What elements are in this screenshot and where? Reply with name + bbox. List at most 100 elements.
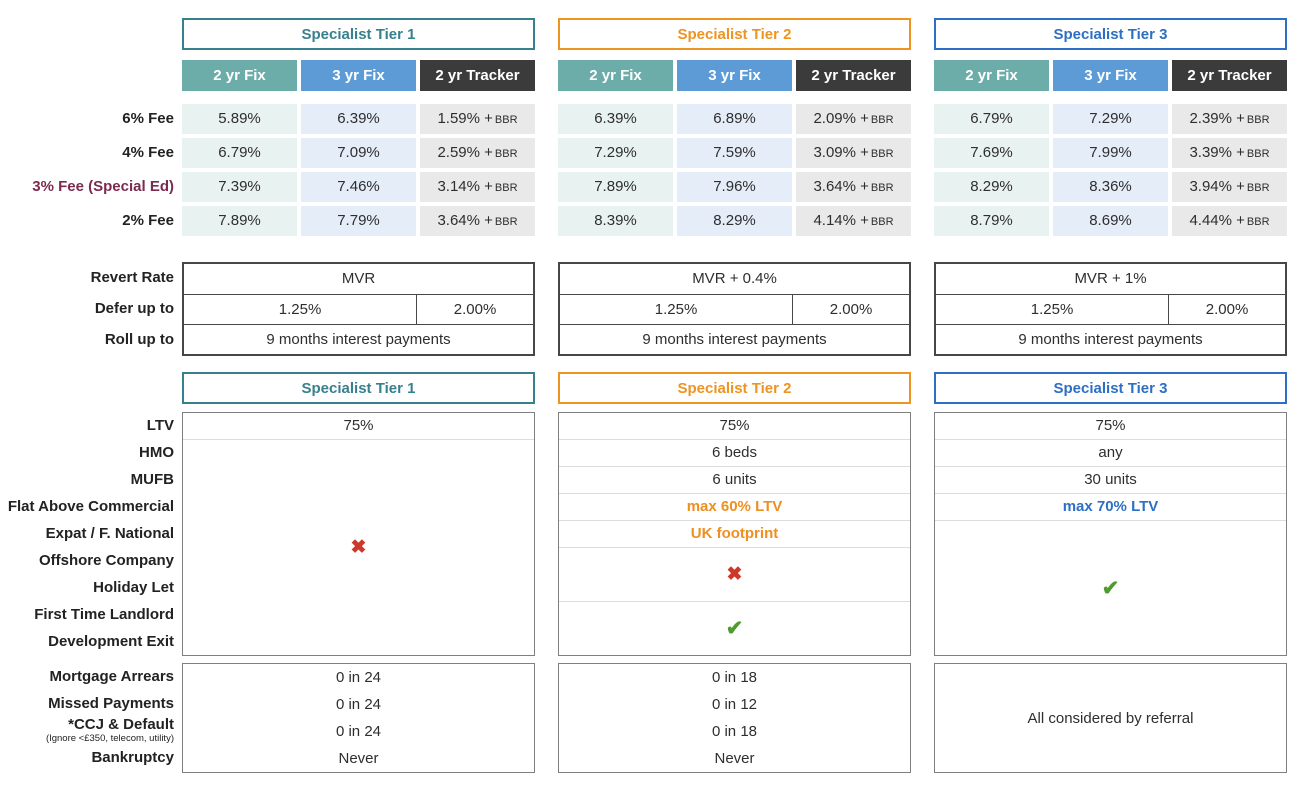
roll-up-value: 9 months interest payments bbox=[560, 324, 909, 354]
row-label-roll-up-to: Roll up to bbox=[104, 331, 174, 348]
criteria-value-hmo: any bbox=[935, 440, 1286, 467]
row-label-defer-up-to: Defer up to bbox=[94, 300, 174, 317]
tier2-criteria: Specialist Tier 2 75% 6 beds 6 units max… bbox=[558, 372, 911, 656]
revert-rate-value: MVR + 1% bbox=[1074, 270, 1147, 287]
adverse-value-arrears: 0 in 18 bbox=[711, 669, 758, 686]
row-label-offshore-company: Offshore Company bbox=[38, 552, 174, 569]
rate-cell: 8.39% bbox=[558, 206, 673, 236]
tracker-rate: 3.64% + bbox=[813, 178, 869, 195]
revert-row-labels: Revert Rate Defer up to Roll up to bbox=[0, 262, 174, 355]
bbr-unit: BBR bbox=[1246, 216, 1270, 228]
rate-tracker-cell: 4.44% + BBR bbox=[1172, 206, 1287, 236]
criteria-row-labels: LTV HMO MUFB Flat Above Commercial Expat… bbox=[0, 372, 174, 655]
row-label-bankruptcy: Bankruptcy bbox=[91, 749, 174, 766]
revert-rate-value: MVR bbox=[341, 270, 376, 287]
tier3-criteria: Specialist Tier 3 75% any 30 units max 7… bbox=[934, 372, 1287, 656]
rate-cell: 6.79% bbox=[182, 138, 297, 168]
row-label-mufb: MUFB bbox=[130, 471, 174, 488]
rate-cell: 7.29% bbox=[558, 138, 673, 168]
criteria-value-hmo: 6 beds bbox=[559, 440, 910, 467]
rate-tracker-cell: 3.64% + BBR bbox=[796, 172, 911, 202]
criteria-not-available-cell: ✖ bbox=[559, 548, 910, 602]
row-label-ccj-default: *CCJ & Default (Ignore <£350, telecom, u… bbox=[45, 717, 174, 745]
adverse-value-ccj: 0 in 18 bbox=[711, 723, 758, 740]
row-label-expat-f-national: Expat / F. National bbox=[45, 525, 174, 542]
criteria-available-cell: ✔ bbox=[935, 521, 1286, 655]
tier2-revert: MVR + 0.4% 1.25% 2.00% 9 months interest… bbox=[558, 262, 911, 356]
tier2-rates: Specialist Tier 2 2 yr Fix 3 yr Fix 2 yr… bbox=[558, 18, 911, 240]
tier1-rates: Specialist Tier 1 2 yr Fix 3 yr Fix 2 yr… bbox=[182, 18, 535, 240]
criteria-band: LTV HMO MUFB Flat Above Commercial Expat… bbox=[0, 372, 1300, 656]
bbr-unit: BBR bbox=[494, 182, 518, 194]
rate-tracker-cell: 3.39% + BBR bbox=[1172, 138, 1287, 168]
row-label-2-fee: 2% Fee bbox=[122, 212, 174, 229]
roll-up-value: 9 months interest payments bbox=[184, 324, 533, 354]
column-header-2yr-fix: 2 yr Fix bbox=[934, 60, 1049, 91]
tier1-title: Specialist Tier 1 bbox=[182, 372, 535, 404]
rate-cell: 6.89% bbox=[677, 104, 792, 134]
rate-cell: 8.36% bbox=[1053, 172, 1168, 202]
cross-icon: ✖ bbox=[726, 564, 743, 585]
tier2-criteria-box: 75% 6 beds 6 units max 60% LTV UK footpr… bbox=[558, 412, 911, 656]
rate-row: 6.79% 7.29% 2.39% + BBR bbox=[934, 104, 1287, 134]
rate-tracker-cell: 3.09% + BBR bbox=[796, 138, 911, 168]
criteria-value-ltv: 75% bbox=[935, 413, 1286, 440]
row-label-missed-payments: Missed Payments bbox=[48, 695, 174, 712]
rate-cell: 8.29% bbox=[677, 206, 792, 236]
ccj-default-note: (Ignore <£350, telecom, utility) bbox=[45, 733, 174, 744]
row-label-3-fee-special: 3% Fee (Special Ed) bbox=[32, 178, 174, 195]
cross-icon: ✖ bbox=[350, 537, 367, 558]
criteria-value-mufb: 6 units bbox=[559, 467, 910, 494]
adverse-row-labels: Mortgage Arrears Missed Payments *CCJ & … bbox=[0, 663, 174, 771]
rate-tracker-cell: 3.14% + BBR bbox=[420, 172, 535, 202]
tier2-column-headers: 2 yr Fix 3 yr Fix 2 yr Tracker bbox=[558, 60, 911, 91]
column-header-2yr-fix: 2 yr Fix bbox=[182, 60, 297, 91]
tier3-revert-box: MVR + 1% 1.25% 2.00% 9 months interest p… bbox=[934, 262, 1287, 356]
rate-row: 7.89% 7.79% 3.64% + BBR bbox=[182, 206, 535, 236]
tracker-rate: 3.14% + bbox=[437, 178, 493, 195]
tracker-rate: 3.94% + bbox=[1189, 178, 1245, 195]
row-label-revert-rate: Revert Rate bbox=[90, 269, 174, 286]
rate-tracker-cell: 4.14% + BBR bbox=[796, 206, 911, 236]
column-header-3yr-fix: 3 yr Fix bbox=[301, 60, 416, 91]
rate-row: 5.89% 6.39% 1.59% + BBR bbox=[182, 104, 535, 134]
adverse-value-arrears: 0 in 24 bbox=[335, 669, 382, 686]
tier2-title: Specialist Tier 2 bbox=[558, 18, 911, 50]
rate-tracker-cell: 3.94% + BBR bbox=[1172, 172, 1287, 202]
rates-row-labels: 6% Fee 4% Fee 3% Fee (Special Ed) 2% Fee bbox=[0, 18, 174, 240]
tracker-rate: 4.44% + bbox=[1189, 212, 1245, 229]
column-header-2yr-tracker: 2 yr Tracker bbox=[1172, 60, 1287, 91]
tracker-rate: 2.39% + bbox=[1189, 110, 1245, 127]
row-label-6-fee: 6% Fee bbox=[122, 110, 174, 127]
defer-value-left: 1.25% bbox=[184, 295, 418, 324]
rate-cell: 6.79% bbox=[934, 104, 1049, 134]
rate-cell: 7.79% bbox=[301, 206, 416, 236]
rate-cell: 7.59% bbox=[677, 138, 792, 168]
bbr-unit: BBR bbox=[870, 148, 894, 160]
row-label-development-exit: Development Exit bbox=[48, 633, 174, 650]
rate-cell: 7.96% bbox=[677, 172, 792, 202]
rate-row: 6.79% 7.09% 2.59% + BBR bbox=[182, 138, 535, 168]
tier3-title: Specialist Tier 3 bbox=[934, 18, 1287, 50]
bbr-unit: BBR bbox=[1246, 114, 1270, 126]
rate-row: 8.29% 8.36% 3.94% + BBR bbox=[934, 172, 1287, 202]
rate-row: 6.39% 6.89% 2.09% + BBR bbox=[558, 104, 911, 134]
defer-row: 1.25% 2.00% bbox=[184, 294, 533, 324]
rate-tracker-cell: 1.59% + BBR bbox=[420, 104, 535, 134]
criteria-not-available-cell: ✖ bbox=[183, 440, 534, 655]
rate-cell: 6.39% bbox=[558, 104, 673, 134]
row-label-first-time-landlord: First Time Landlord bbox=[34, 606, 174, 623]
check-icon: ✔ bbox=[725, 617, 744, 640]
defer-value-left: 1.25% bbox=[560, 295, 794, 324]
check-icon: ✔ bbox=[1101, 576, 1120, 600]
tier2-adverse: 0 in 18 0 in 12 0 in 18 Never bbox=[558, 663, 911, 773]
rate-cell: 7.89% bbox=[558, 172, 673, 202]
tier3-criteria-box: 75% any 30 units max 70% LTV ✔ bbox=[934, 412, 1287, 656]
rate-tracker-cell: 2.09% + BBR bbox=[796, 104, 911, 134]
rate-row: 8.79% 8.69% 4.44% + BBR bbox=[934, 206, 1287, 236]
rate-row: 7.29% 7.59% 3.09% + BBR bbox=[558, 138, 911, 168]
row-label-ltv: LTV bbox=[146, 417, 174, 434]
criteria-value-flat-above-commercial: max 70% LTV bbox=[935, 494, 1286, 521]
bbr-unit: BBR bbox=[1246, 182, 1270, 194]
